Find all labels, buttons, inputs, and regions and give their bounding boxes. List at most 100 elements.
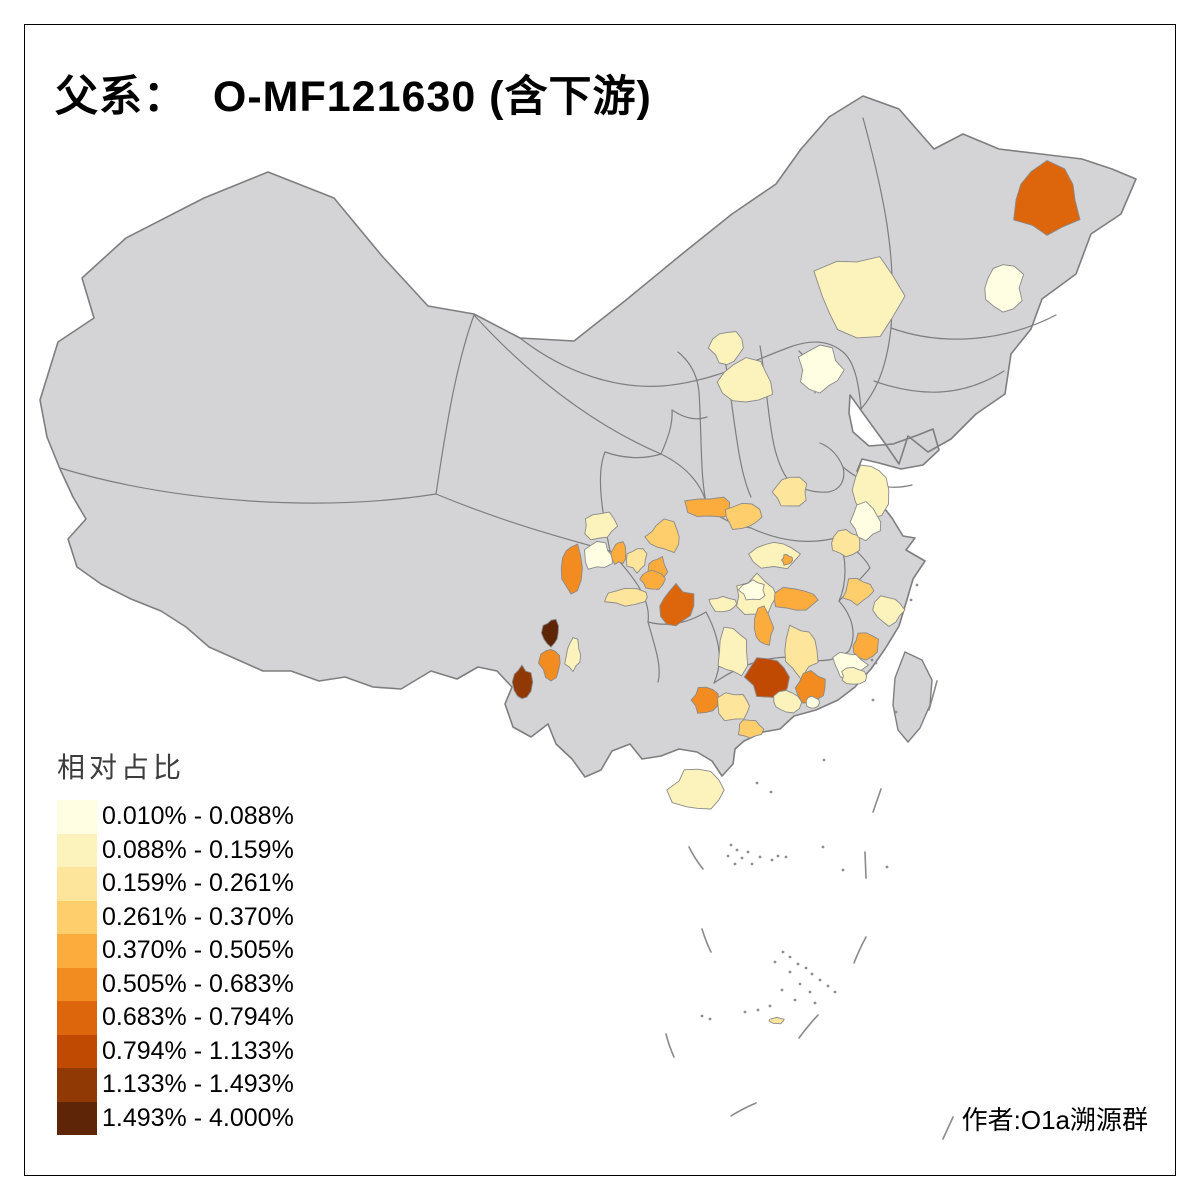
legend-label: 0.010% - 0.088% — [102, 802, 294, 830]
islet-dot — [743, 1010, 747, 1014]
islet-dot — [821, 845, 825, 849]
legend-label: 0.261% - 0.370% — [102, 902, 294, 931]
islet-dot — [870, 658, 874, 662]
islet-dot — [833, 990, 837, 994]
map-region-shanxi-north — [707, 331, 744, 366]
legend-swatch — [57, 900, 97, 934]
legend-label: 1.493% - 4.000% — [102, 1103, 294, 1132]
map-region-zhejiang-lishui — [872, 595, 906, 627]
legend-swatch — [57, 800, 97, 834]
islet-dot — [746, 850, 750, 854]
legend-swatch — [57, 833, 97, 867]
legend-swatch — [57, 1001, 97, 1035]
map-region-guangxi-guilin — [717, 626, 749, 677]
islet-dot — [818, 978, 822, 982]
map-region-shanxi-center — [716, 357, 774, 403]
map-region-fujian-fuzhou — [852, 632, 880, 661]
map-region-jilin-west — [813, 256, 906, 339]
islet-dot — [755, 781, 759, 785]
map-region-guangxi-yulin — [737, 719, 765, 739]
islet-dot — [784, 855, 788, 859]
legend-row: 0.261% - 0.370% — [57, 900, 294, 934]
islet-dot — [788, 970, 792, 974]
legend-rows: 0.010% - 0.088% 0.088% - 0.159% 0.159% - 0… — [57, 800, 294, 1135]
legend-row: 1.493% - 4.000% — [57, 1101, 294, 1135]
islet-dot — [871, 698, 875, 702]
islet-dot — [915, 583, 919, 587]
attribution-text: 作者:O1a溯源群 — [961, 1105, 1148, 1135]
map-region-hubei-northwest — [724, 502, 763, 530]
map-region-jiangxi-quzhou — [842, 577, 875, 606]
legend: 相对占比 0.010% - 0.088% 0.088% - 0.159% 0.159… — [57, 746, 294, 1135]
map-region-fujian-longyan — [841, 666, 868, 685]
map-region-hunan-changde-core — [737, 579, 766, 601]
map-region-sichuan-yibin — [603, 587, 648, 607]
legend-swatch — [57, 1101, 97, 1135]
taiwan-island — [892, 651, 933, 744]
map-region-xisha-islet — [768, 1016, 785, 1025]
legend-swatch — [57, 867, 97, 901]
legend-swatch — [57, 934, 97, 968]
legend-row: 1.133% - 1.493% — [57, 1068, 294, 1102]
islet-dot — [796, 962, 800, 966]
islet-dot — [841, 868, 845, 872]
choropleth-regions — [511, 159, 1081, 1025]
map-region-heilongjiang-jiamusi — [1013, 159, 1081, 236]
page-title: 父系： O-MF121630 (含下游) — [55, 73, 652, 121]
legend-label: 0.683% - 0.794% — [102, 1003, 294, 1031]
map-region-sichuan-dazhou — [644, 518, 680, 554]
map-region-guizhou-zunyi — [639, 569, 666, 590]
nine-dash-line — [665, 680, 954, 1140]
islet-dot — [773, 960, 777, 964]
legend-label: 0.505% - 0.683% — [102, 969, 294, 998]
islet-dot — [909, 598, 913, 602]
islet-dot — [781, 950, 785, 954]
map-region-shaanxi-xian — [684, 496, 732, 518]
map-region-yunnan-lijiang — [540, 618, 559, 648]
islet-dot — [769, 790, 773, 794]
legend-row: 0.505% - 0.683% — [57, 967, 294, 1001]
islet-dot — [756, 1008, 760, 1012]
legend-label: 0.370% - 0.505% — [102, 936, 294, 964]
legend-title: 相对占比 — [57, 752, 186, 783]
islet-dot — [776, 854, 780, 858]
mainland-group — [39, 95, 1137, 778]
legend-label: 0.794% - 1.133% — [102, 1036, 294, 1065]
map-region-yunnan-dali — [538, 649, 561, 682]
islet-dot — [740, 856, 744, 860]
legend-row: 0.088% - 0.159% — [57, 833, 294, 867]
map-region-yunnan-chuxiong — [564, 637, 582, 673]
legend-swatch — [57, 1034, 97, 1068]
map-region-guangdong-chaoshan — [805, 695, 820, 709]
islet-dot — [780, 988, 784, 992]
islet-dot — [729, 843, 733, 847]
islet-dot — [733, 862, 737, 866]
islet-dot — [885, 865, 889, 869]
islet-dot — [750, 862, 754, 866]
map-region-hunan-west — [708, 595, 738, 613]
sea-islets — [700, 583, 919, 1021]
legend-row: 0.010% - 0.088% — [57, 800, 294, 834]
islet-dot — [798, 982, 802, 986]
map-region-sichuan-guangan — [625, 548, 648, 574]
legend-swatch — [57, 967, 97, 1001]
islet-dot — [813, 1001, 817, 1005]
map-region-hunan-chenzhou — [784, 624, 819, 681]
islet-dot — [788, 955, 792, 959]
islet-dot — [726, 854, 730, 858]
map-region-jiangsu-middle — [849, 501, 882, 542]
legend-label: 0.088% - 0.159% — [102, 835, 294, 864]
map-region-beijing — [797, 344, 845, 394]
map-region-sichuan-zigong — [610, 541, 627, 566]
map-region-anhui-hefei — [831, 529, 861, 558]
islet-dot — [826, 984, 830, 988]
china-mainland-outline — [39, 95, 1137, 778]
map-region-hunan-huaihua — [659, 582, 695, 627]
islet-dot — [804, 966, 808, 970]
islet-dot — [822, 758, 826, 762]
map-region-sichuan-chengdu — [584, 540, 613, 570]
islet-dot — [793, 998, 797, 1002]
map-region-henan-zhengzhou — [771, 476, 808, 507]
legend-label: 0.159% - 0.261% — [102, 869, 294, 897]
